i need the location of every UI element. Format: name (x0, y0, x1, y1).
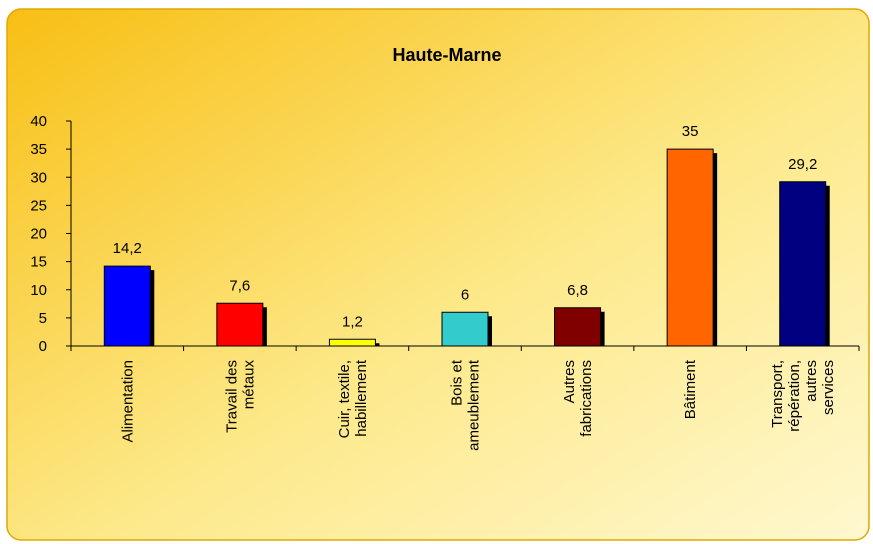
y-tick-label: 15 (30, 254, 47, 271)
y-tick-label: 35 (30, 141, 47, 158)
x-tick-label: services (820, 360, 837, 415)
bar (441, 311, 489, 347)
value-label: 35 (682, 123, 699, 140)
x-tick-label: Alimentation (119, 360, 136, 443)
x-tick-label: fabrications (578, 360, 595, 437)
value-label: 14,2 (113, 240, 142, 257)
x-tick-label: Bâtiment (682, 359, 699, 419)
x-tick-label: Bois et (449, 359, 466, 406)
bar (554, 307, 602, 347)
value-label: 7,6 (229, 277, 250, 294)
bar (328, 338, 376, 347)
bar (216, 302, 264, 347)
y-tick-label: 20 (30, 226, 47, 243)
x-tick-label: répération, (786, 360, 803, 432)
x-tick-label: Autres (561, 360, 578, 403)
bar (666, 148, 714, 347)
y-tick-label: 25 (30, 197, 47, 214)
value-label: 6,8 (567, 282, 588, 299)
x-tick-label: Transport, (769, 360, 786, 428)
x-tick-label: ameublement (466, 359, 483, 451)
x-tick-label: Cuir, textile, (336, 360, 353, 438)
y-tick-label: 0 (39, 338, 47, 355)
y-tick-label: 40 (30, 113, 47, 130)
x-tick-label: métaux (240, 360, 257, 410)
y-tick-label: 30 (30, 169, 47, 186)
value-label: 29,2 (788, 156, 817, 173)
value-label: 6 (461, 286, 469, 303)
x-tick-label: autres (803, 360, 820, 402)
chart-panel (6, 8, 870, 541)
chart-title: Haute-Marne (392, 45, 501, 65)
value-label: 1,2 (342, 313, 363, 330)
x-tick-label: Travail des (223, 360, 240, 433)
y-tick-label: 5 (39, 310, 47, 327)
y-tick-label: 10 (30, 282, 47, 299)
bar (779, 181, 827, 347)
x-tick-label: habillement (353, 359, 370, 437)
bar (103, 265, 151, 347)
